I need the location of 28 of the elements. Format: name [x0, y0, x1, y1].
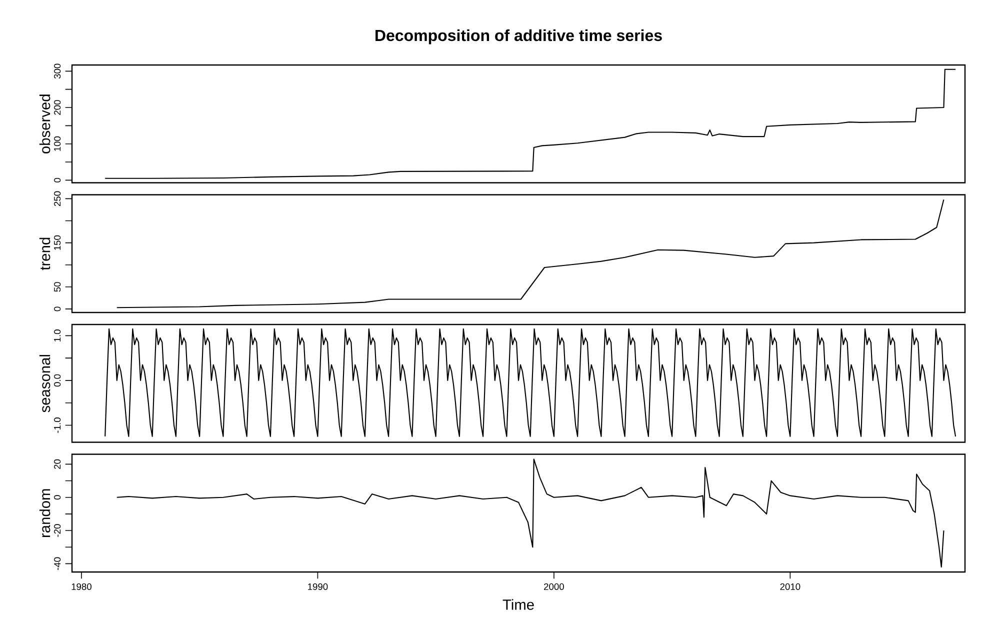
y-tick-label: 0.0: [54, 374, 61, 387]
y-axis-title: seasonal: [39, 355, 50, 412]
y-tick-label: 250: [54, 191, 61, 206]
y-tick-label: 0: [54, 178, 61, 182]
x-tick-label: 1980: [72, 583, 92, 590]
y-tick-label: -40: [54, 557, 61, 570]
y-axis-title: trend: [39, 238, 50, 270]
y-tick-label: 20: [54, 459, 61, 469]
y-tick-label: 150: [54, 235, 61, 250]
y-tick-label: -20: [54, 524, 61, 537]
y-tick-label: -1.0: [54, 418, 61, 433]
x-tick-label: 2010: [780, 583, 800, 590]
line-series: [104, 328, 956, 437]
chart-title: Decomposition of additive time series: [376, 29, 662, 44]
y-tick-label: 100: [54, 136, 61, 151]
y-tick-label: 50: [54, 282, 61, 292]
y-tick-label: 300: [54, 64, 61, 79]
line-series: [116, 458, 944, 568]
y-tick-label: 200: [54, 100, 61, 115]
y-axis-title: random: [39, 489, 50, 537]
y-tick-label: 0: [54, 306, 61, 312]
x-tick-label: 1990: [308, 583, 328, 590]
x-axis-title: Time: [502, 599, 534, 610]
y-tick-label: 1.0: [54, 330, 61, 342]
y-tick-label: 0: [54, 495, 61, 500]
x-tick-label: 2000: [544, 583, 564, 590]
line-series: [116, 199, 944, 308]
y-axis-title: observed: [39, 94, 50, 154]
